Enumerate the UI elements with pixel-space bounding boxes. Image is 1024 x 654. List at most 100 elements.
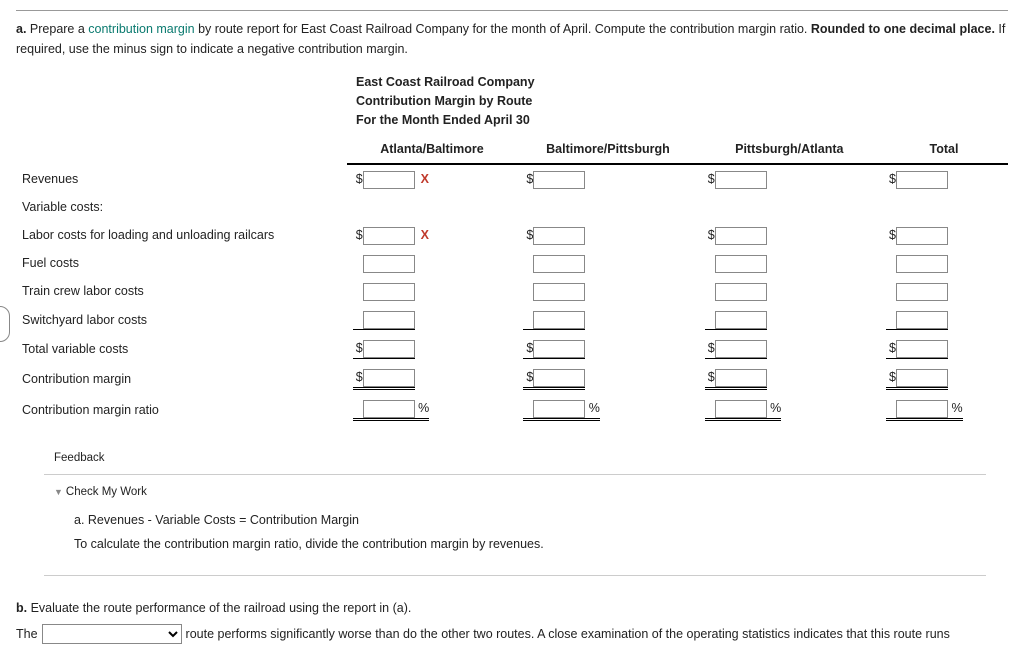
feedback-body: a. Revenues - Variable Costs = Contribut… — [44, 505, 986, 576]
report-title-2: Contribution Margin by Route — [356, 92, 1008, 111]
label-varcosts: Variable costs: — [16, 193, 347, 221]
check-my-work-toggle[interactable]: ▼Check My Work — [44, 475, 986, 505]
label-fuel: Fuel costs — [16, 249, 347, 277]
label-revenues: Revenues — [16, 164, 347, 193]
part-b-label: b. — [16, 601, 27, 615]
report-title-block: East Coast Railroad Company Contribution… — [356, 73, 1008, 129]
input-crew-ab[interactable] — [363, 283, 415, 301]
dollar-sign: $ — [705, 367, 715, 387]
input-cm-pa[interactable] — [715, 369, 767, 387]
col-atl-bal: Atlanta/Baltimore — [347, 135, 518, 164]
instr-bold: Rounded to one decimal place. — [811, 22, 995, 36]
input-tvc-ab[interactable] — [363, 340, 415, 358]
input-crew-tot[interactable] — [896, 283, 948, 301]
fb-line2: To calculate the contribution margin rat… — [74, 533, 956, 557]
partb-sentence-post: route performs significantly worse than … — [186, 624, 950, 644]
partb-sentence-pre: The — [16, 624, 38, 644]
input-fuel-bp[interactable] — [533, 255, 585, 273]
row-varcosts-header: Variable costs: — [16, 193, 1008, 221]
fb-line1-prefix: a. — [74, 513, 88, 527]
input-fuel-ab[interactable] — [363, 255, 415, 273]
input-fuel-tot[interactable] — [896, 255, 948, 273]
label-traincrew: Train crew labor costs — [16, 277, 347, 305]
input-switch-pa[interactable] — [715, 311, 767, 329]
dollar-sign: $ — [523, 367, 533, 387]
label-cmr: Contribution margin ratio — [16, 394, 347, 425]
dollar-sign: $ — [353, 225, 363, 245]
col-bal-pit: Baltimore/Pittsburgh — [517, 135, 698, 164]
table-header-row: Atlanta/Baltimore Baltimore/Pittsburgh P… — [16, 135, 1008, 164]
col-total: Total — [880, 135, 1008, 164]
input-labor-ab[interactable] — [363, 227, 415, 245]
row-cmr: Contribution margin ratio % % % % — [16, 394, 1008, 425]
dollar-sign: $ — [353, 338, 363, 358]
input-rev-pa[interactable] — [715, 171, 767, 189]
wrong-icon: X — [421, 228, 429, 242]
part-a-label: a. — [16, 22, 26, 36]
dollar-sign: $ — [705, 225, 715, 245]
input-crew-bp[interactable] — [533, 283, 585, 301]
input-crew-pa[interactable] — [715, 283, 767, 301]
input-tvc-bp[interactable] — [533, 340, 585, 358]
instructions-a: a. Prepare a contribution margin by rout… — [16, 19, 1008, 59]
dollar-sign: $ — [353, 169, 363, 189]
input-cm-tot[interactable] — [896, 369, 948, 387]
label-totalvar: Total variable costs — [16, 334, 347, 363]
instr-text1: Prepare a — [26, 22, 88, 36]
label-switch: Switchyard labor costs — [16, 305, 347, 334]
input-cmr-bp[interactable] — [533, 400, 585, 418]
percent-sign: % — [770, 401, 781, 415]
dollar-sign: $ — [886, 338, 896, 358]
dollar-sign: $ — [523, 338, 533, 358]
input-labor-tot[interactable] — [896, 227, 948, 245]
input-cmr-tot[interactable] — [896, 400, 948, 418]
input-cmr-ab[interactable] — [363, 400, 415, 418]
input-switch-tot[interactable] — [896, 311, 948, 329]
page-top-rule — [16, 10, 1008, 11]
feedback-label: Feedback — [44, 443, 986, 474]
report-title-3: For the Month Ended April 30 — [356, 111, 1008, 130]
contribution-margin-link[interactable]: contribution margin — [88, 22, 194, 36]
triangle-down-icon: ▼ — [54, 487, 63, 497]
input-rev-tot[interactable] — [896, 171, 948, 189]
input-fuel-pa[interactable] — [715, 255, 767, 273]
input-rev-ab[interactable] — [363, 171, 415, 189]
input-cm-ab[interactable] — [363, 369, 415, 387]
input-labor-bp[interactable] — [533, 227, 585, 245]
report-title-1: East Coast Railroad Company — [356, 73, 1008, 92]
dollar-sign: $ — [886, 225, 896, 245]
fb-line1: Revenues - Variable Costs = Contribution… — [88, 513, 359, 527]
part-b-block: b. Evaluate the route performance of the… — [16, 598, 1008, 644]
percent-sign: % — [589, 401, 600, 415]
dollar-sign: $ — [886, 169, 896, 189]
row-labor: Labor costs for loading and unloading ra… — [16, 221, 1008, 249]
instr-text2: by route report for East Coast Railroad … — [195, 22, 811, 36]
input-cmr-pa[interactable] — [715, 400, 767, 418]
percent-sign: % — [951, 401, 962, 415]
input-tvc-pa[interactable] — [715, 340, 767, 358]
row-cm: Contribution margin $ $ $ $ — [16, 363, 1008, 394]
input-switch-bp[interactable] — [533, 311, 585, 329]
col-pit-atl: Pittsburgh/Atlanta — [699, 135, 880, 164]
row-traincrew: Train crew labor costs — [16, 277, 1008, 305]
input-tvc-tot[interactable] — [896, 340, 948, 358]
feedback-panel: Feedback ▼Check My Work a. Revenues - Va… — [44, 443, 986, 575]
dollar-sign: $ — [705, 169, 715, 189]
row-totalvar: Total variable costs $ $ $ $ — [16, 334, 1008, 363]
dollar-sign: $ — [886, 367, 896, 387]
check-my-work-text: Check My Work — [66, 486, 147, 498]
label-labor: Labor costs for loading and unloading ra… — [16, 221, 347, 249]
side-tab-handle[interactable] — [0, 306, 10, 342]
dollar-sign: $ — [705, 338, 715, 358]
dollar-sign: $ — [353, 367, 363, 387]
route-select-dropdown[interactable] — [42, 624, 182, 644]
input-rev-bp[interactable] — [533, 171, 585, 189]
input-cm-bp[interactable] — [533, 369, 585, 387]
cm-report-table: Atlanta/Baltimore Baltimore/Pittsburgh P… — [16, 135, 1008, 425]
dollar-sign: $ — [523, 169, 533, 189]
input-labor-pa[interactable] — [715, 227, 767, 245]
row-fuel: Fuel costs — [16, 249, 1008, 277]
wrong-icon: X — [421, 172, 429, 186]
row-revenues: Revenues $ X $ $ $ — [16, 164, 1008, 193]
input-switch-ab[interactable] — [363, 311, 415, 329]
